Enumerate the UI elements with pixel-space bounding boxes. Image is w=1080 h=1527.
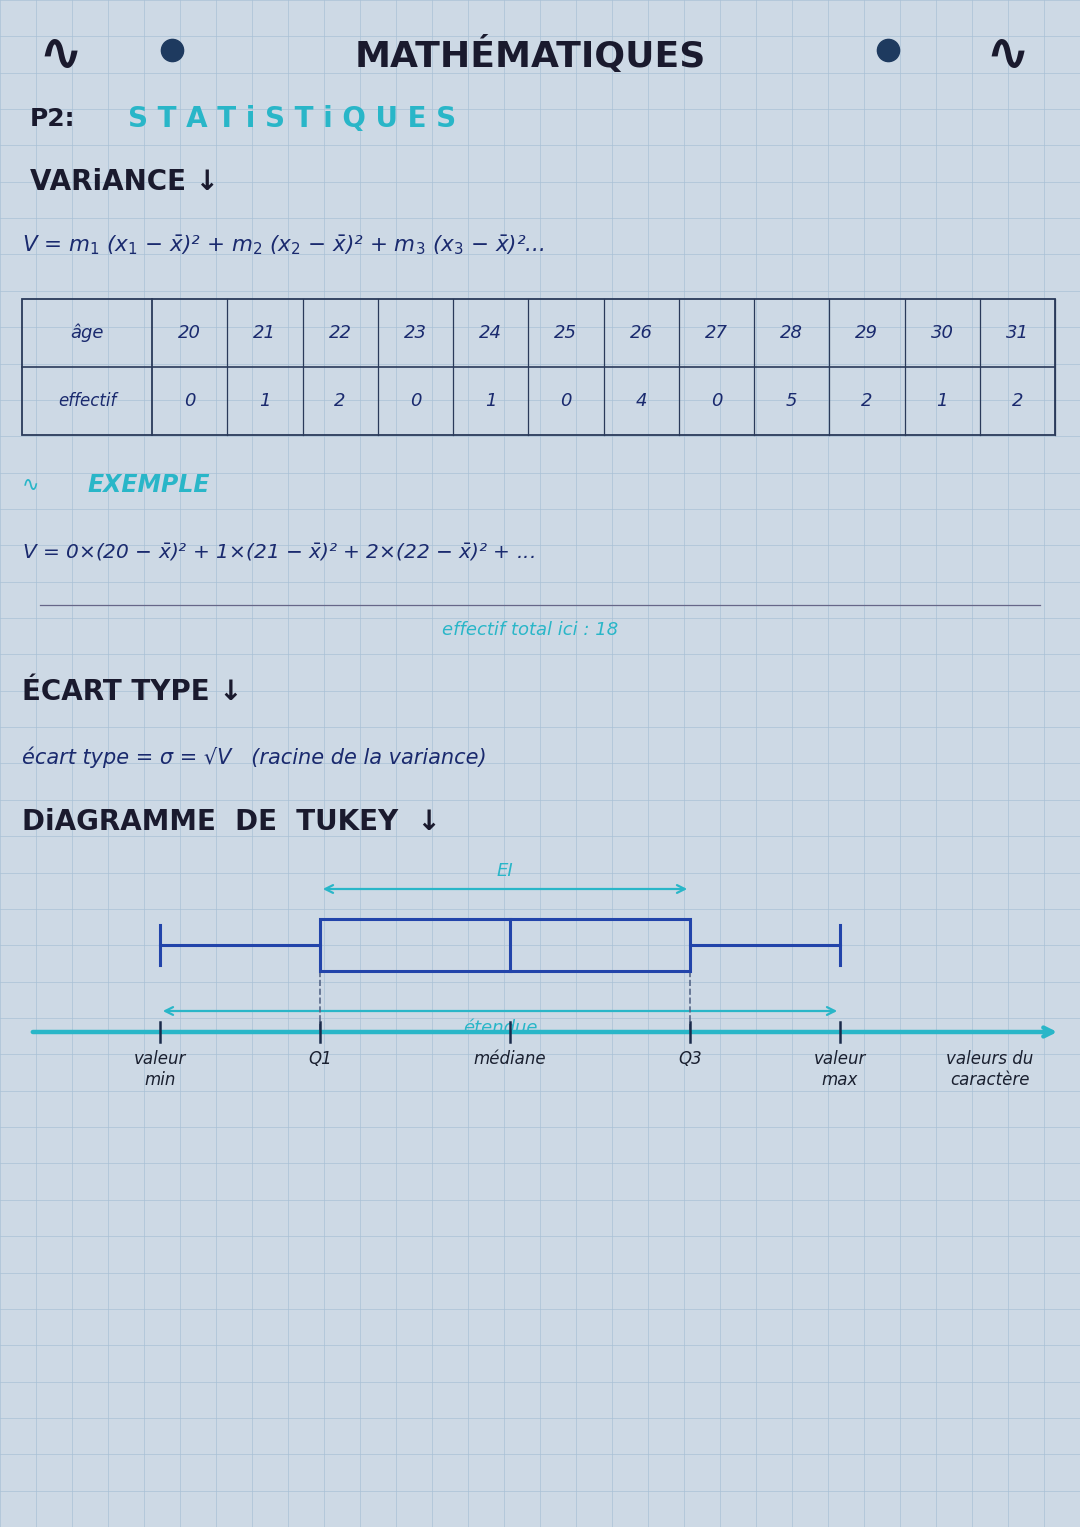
Text: 26: 26	[630, 324, 652, 342]
Text: 20: 20	[178, 324, 201, 342]
Text: valeur
max: valeur max	[814, 1051, 866, 1089]
Text: âge: âge	[70, 324, 104, 342]
Text: 2: 2	[335, 392, 346, 411]
Text: 30: 30	[931, 324, 954, 342]
Text: étendue: étendue	[462, 1019, 537, 1037]
Bar	[320, 919, 690, 971]
Text: effectif: effectif	[58, 392, 117, 411]
Text: effectif total ici : 18: effectif total ici : 18	[442, 621, 618, 638]
Text: EI: EI	[497, 863, 513, 880]
Text: Q1: Q1	[308, 1051, 332, 1067]
Text: 0: 0	[409, 392, 421, 411]
Text: 4: 4	[635, 392, 647, 411]
Text: 24: 24	[480, 324, 502, 342]
Text: 25: 25	[554, 324, 578, 342]
Text: 1: 1	[485, 392, 497, 411]
Text: médiane: médiane	[474, 1051, 546, 1067]
Text: S T A T i S T i Q U E S: S T A T i S T i Q U E S	[129, 105, 456, 133]
Text: ∿: ∿	[22, 475, 40, 495]
Text: 22: 22	[328, 324, 352, 342]
Text: 0: 0	[561, 392, 571, 411]
Text: valeur
min: valeur min	[134, 1051, 186, 1089]
Text: 1: 1	[936, 392, 948, 411]
Text: DiAGRAMME  DE  TUKEY  ↓: DiAGRAMME DE TUKEY ↓	[22, 808, 441, 835]
Text: ∿: ∿	[38, 29, 82, 81]
Text: Q3: Q3	[678, 1051, 702, 1067]
Text: 2: 2	[861, 392, 873, 411]
Text: ÉCART TYPE ↓: ÉCART TYPE ↓	[22, 678, 243, 705]
Text: 21: 21	[254, 324, 276, 342]
Text: 23: 23	[404, 324, 427, 342]
Text: écart type = σ = √V   (racine de la variance): écart type = σ = √V (racine de la varian…	[22, 747, 487, 768]
Text: ∿: ∿	[985, 29, 1029, 81]
Text: 5: 5	[786, 392, 797, 411]
Text: 0: 0	[184, 392, 195, 411]
Text: 28: 28	[780, 324, 804, 342]
Text: EXEMPLE: EXEMPLE	[87, 473, 211, 496]
Text: 2: 2	[1012, 392, 1023, 411]
Bar	[22, 299, 1055, 435]
Text: V = 0×(20 − $\bar{x}$)² + 1×(21 − $\bar{x}$)² + 2×(22 − $\bar{x}$)² + ...: V = 0×(20 − $\bar{x}$)² + 1×(21 − $\bar{…	[22, 542, 535, 562]
Text: MATHÉMATIQUES: MATHÉMATIQUES	[354, 37, 705, 73]
Text: 27: 27	[705, 324, 728, 342]
Text: valeurs du
caractère: valeurs du caractère	[946, 1051, 1034, 1089]
Text: VARiANCE ↓: VARiANCE ↓	[30, 168, 219, 195]
Text: 0: 0	[711, 392, 723, 411]
Text: 29: 29	[855, 324, 878, 342]
Text: 1: 1	[259, 392, 271, 411]
Text: V = m$_1$ (x$_1$ − $\bar{x}$)² + m$_2$ (x$_2$ − $\bar{x}$)² + m$_3$ (x$_3$ − $\b: V = m$_1$ (x$_1$ − $\bar{x}$)² + m$_2$ (…	[22, 234, 544, 257]
Text: P2:: P2:	[30, 107, 76, 131]
Text: 31: 31	[1005, 324, 1029, 342]
